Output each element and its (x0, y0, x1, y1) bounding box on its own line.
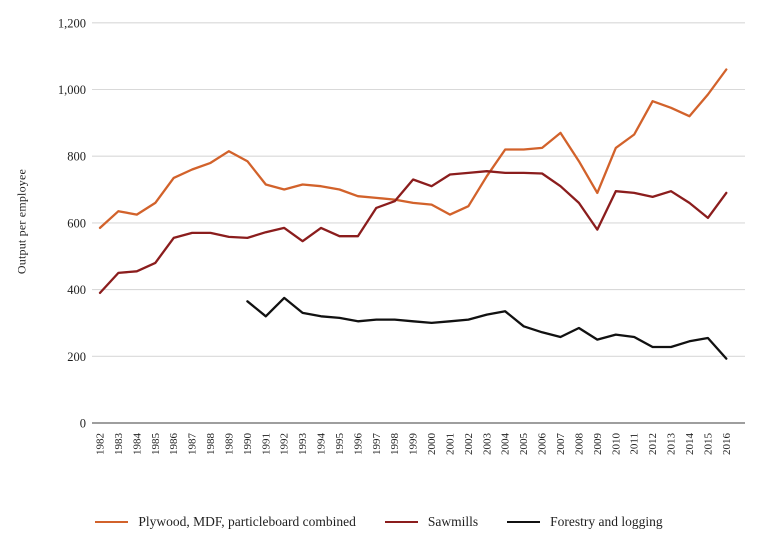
x-tick-label: 2006 (537, 433, 549, 456)
x-tick-label: 2014 (684, 433, 696, 456)
x-tick-label: 2008 (573, 433, 585, 456)
x-tick-label: 2002 (463, 433, 475, 455)
x-tick-label: 1990 (242, 433, 254, 456)
forestry-line-swatch-icon (507, 521, 541, 523)
x-tick-label: 2001 (444, 433, 456, 455)
x-tick-label: 1982 (95, 433, 107, 455)
x-tick-label: 2000 (426, 433, 438, 456)
x-tick-label: 1985 (150, 433, 162, 456)
x-tick-label: 1997 (371, 433, 383, 456)
y-tick-label: 800 (67, 150, 86, 164)
x-tick-label: 1986 (168, 433, 180, 456)
legend-item-sawmills: Sawmills (384, 514, 479, 530)
x-tick-label: 2010 (610, 433, 622, 456)
y-tick-label: 600 (67, 216, 86, 230)
x-tick-label: 2005 (518, 433, 530, 456)
y-tick-label: 0 (80, 417, 86, 431)
series-line-0 (98, 68, 728, 230)
x-tick-label: 2011 (629, 433, 641, 455)
y-tick-label: 1,200 (58, 16, 86, 30)
x-tick-label: 2004 (500, 433, 512, 456)
legend-label-forestry: Forestry and logging (550, 514, 663, 529)
legend-item-forestry: Forestry and logging (507, 514, 663, 530)
legend-label-plywood: Plywood, MDF, particleboard combined (138, 514, 356, 529)
x-tick-label: 1987 (187, 433, 199, 456)
sawmills-line-swatch-icon (384, 521, 418, 523)
x-tick-label: 1998 (389, 433, 401, 456)
y-tick-label: 400 (67, 283, 86, 297)
line-chart: 0 200 400 600 800 1,000 1,200 1982 1983 1984 1985 1… (58, 16, 745, 456)
x-tick-label: 2003 (481, 433, 493, 456)
x-tick-label: 2016 (721, 433, 733, 456)
x-tick-label: 2015 (702, 433, 714, 456)
series-line-1 (98, 170, 728, 295)
x-tick-label: 1999 (408, 433, 420, 456)
chart-legend: Plywood, MDF, particleboard combined Saw… (0, 511, 758, 533)
x-tick-label: 1992 (279, 433, 291, 455)
x-tick-label: 1984 (131, 433, 143, 456)
y-tick-label: 1,000 (58, 83, 86, 97)
x-tick-label: 1994 (316, 433, 328, 456)
x-tick-label: 2009 (592, 433, 604, 456)
x-tick-label: 2013 (666, 433, 678, 456)
x-tick-label: 2012 (647, 433, 659, 455)
x-tick-label: 1995 (334, 433, 346, 456)
x-tick-label: 1993 (297, 433, 309, 456)
x-tick-label: 1983 (113, 433, 125, 456)
x-tick-label: 1988 (205, 433, 217, 456)
x-tick-label: 1989 (223, 433, 235, 456)
legend-label-sawmills: Sawmills (427, 514, 479, 529)
legend-item-plywood: Plywood, MDF, particleboard combined (95, 514, 356, 530)
series-line-2 (246, 296, 728, 360)
y-tick-label: 200 (67, 350, 86, 364)
x-tick-label: 2007 (555, 433, 567, 456)
x-tick-label: 1991 (260, 433, 272, 455)
x-tick-label: 1996 (352, 433, 364, 456)
plywood-line-swatch-icon (95, 521, 129, 523)
